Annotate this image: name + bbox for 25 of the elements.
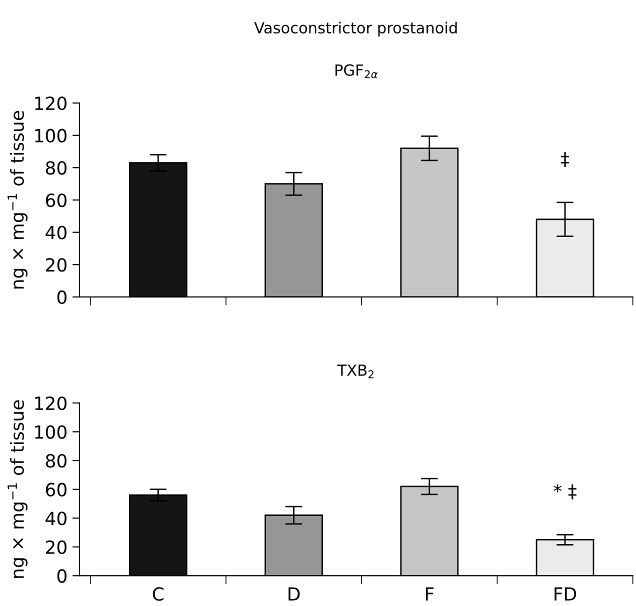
y-axis-title: ng × mg$^{−1}$ of tissue <box>8 400 28 578</box>
chart-subtitle: PGF$_{2α}$ <box>336 64 378 78</box>
y-tick-label: 20 <box>46 258 66 272</box>
annotation: ‡ <box>561 152 570 168</box>
y-tick-label: 100 <box>35 425 66 439</box>
chart-title: Vasoconstrictor prostanoid <box>254 22 457 37</box>
y-tick-label: 120 <box>35 396 66 410</box>
y-tick-label: 20 <box>46 540 66 554</box>
y-tick-label: 60 <box>46 482 66 496</box>
y-tick-label: 60 <box>46 193 66 208</box>
y-tick-label: 80 <box>46 454 66 468</box>
y-tick-label: 100 <box>35 128 66 142</box>
y-axis-title: ng × mg$^{−1}$ of tissue <box>8 110 28 289</box>
chart-title: TXB$_{2}$ <box>337 364 374 378</box>
y-tick-label: 120 <box>35 96 66 110</box>
x-tick-label: C <box>152 587 164 601</box>
y-tick-label: 40 <box>46 512 66 526</box>
x-tick-label: F <box>426 587 434 601</box>
annotation: * ‡ <box>554 484 576 500</box>
y-tick-label: 80 <box>46 161 66 175</box>
x-tick-label: FD <box>554 587 576 601</box>
y-tick-label: 40 <box>46 226 66 240</box>
y-tick-label: 0 <box>57 290 66 304</box>
y-tick-label: 0 <box>57 569 66 583</box>
x-tick-label: D <box>288 587 300 601</box>
